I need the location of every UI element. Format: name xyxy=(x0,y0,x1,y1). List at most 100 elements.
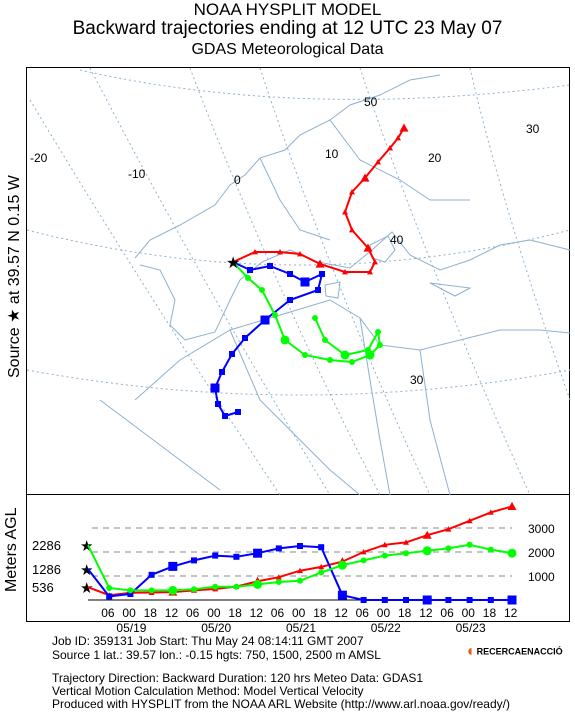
footer-produced-line: Produced with HYSPLIT from the NOAA ARL … xyxy=(52,697,510,711)
x-tick-label: 12 xyxy=(334,606,348,620)
country-border xyxy=(419,349,451,496)
green-altitude-point xyxy=(212,583,219,590)
red-altitude-point xyxy=(360,549,367,555)
blue-altitude-point xyxy=(191,557,197,564)
blue-altitude-point xyxy=(318,544,325,551)
blue-altitude-point xyxy=(106,593,113,600)
date-label: 05/21 xyxy=(286,621,316,635)
blue-map-point xyxy=(247,267,253,273)
longitude-label: -20 xyxy=(30,151,48,165)
country-border xyxy=(259,157,331,241)
x-tick-label: 12 xyxy=(419,606,433,620)
model-title: NOAA HYSPLIT MODEL xyxy=(193,0,382,19)
x-tick-label: 06 xyxy=(356,606,370,620)
green-altitude-point xyxy=(337,560,347,570)
green-altitude-point xyxy=(422,546,432,556)
x-tick-label: 18 xyxy=(144,606,158,620)
green-altitude-point xyxy=(381,552,388,559)
red-altitude-point xyxy=(275,574,282,580)
green-altitude-point xyxy=(507,548,517,558)
longitude-label: 30 xyxy=(526,122,540,136)
green-map-trajectory xyxy=(232,261,382,364)
red-altitude-point xyxy=(487,509,494,515)
date-label: 05/19 xyxy=(116,621,146,635)
red-altitude-point xyxy=(297,567,303,574)
footer-job-line: Job ID: 359131 Job Start: Thu May 24 08:… xyxy=(52,634,364,648)
blue-altitude-point xyxy=(275,545,282,552)
green-altitude-point xyxy=(148,587,155,594)
start-height-label: 1286 xyxy=(32,562,61,577)
y-tick-label: 3000 xyxy=(528,522,555,536)
country-border xyxy=(229,329,361,496)
blue-altitude-point xyxy=(148,571,155,578)
green-map-point xyxy=(377,342,383,348)
latitude-label: 50 xyxy=(364,95,378,109)
coastline xyxy=(99,399,221,491)
blue-altitude-point xyxy=(466,597,473,603)
x-tick-label: 06 xyxy=(186,606,200,620)
red-altitude-point xyxy=(318,563,325,570)
x-tick-label: 18 xyxy=(398,606,412,620)
red-map-point xyxy=(252,249,258,255)
red-map-point xyxy=(342,269,348,275)
green-map-point xyxy=(259,287,265,293)
blue-map-point xyxy=(222,413,228,419)
country-border xyxy=(329,119,470,201)
coastline xyxy=(134,74,441,259)
latitude-label: 30 xyxy=(410,373,424,387)
red-map-point xyxy=(349,189,355,195)
latitude-label: 40 xyxy=(390,233,404,247)
blue-altitude-point xyxy=(422,595,432,605)
x-tick-label: 18 xyxy=(228,606,242,620)
meridian-line xyxy=(259,67,431,496)
longitude-label: 10 xyxy=(325,147,339,161)
start-height-star-icon: ★ xyxy=(80,562,93,579)
x-tick-label: 06 xyxy=(101,606,115,620)
green-map-point xyxy=(280,335,290,345)
green-map-point xyxy=(322,337,328,343)
green-altitude-point xyxy=(168,585,178,595)
green-altitude-point xyxy=(191,586,197,593)
start-height-star-icon: ★ xyxy=(80,580,93,597)
meridian-line xyxy=(29,99,281,496)
logo-text: RECERCAENACCIÓ xyxy=(476,646,563,657)
blue-map-point xyxy=(300,277,310,287)
longitude-label: 20 xyxy=(428,151,442,165)
map-basemap xyxy=(26,67,571,496)
red-map-point xyxy=(363,243,373,252)
blue-altitude-point xyxy=(360,597,367,603)
x-tick-label: 12 xyxy=(165,606,179,620)
blue-map-point xyxy=(287,297,293,303)
x-tick-label: 06 xyxy=(271,606,285,620)
y-tick-label: 1000 xyxy=(528,570,555,584)
blue-altitude-point xyxy=(297,543,303,549)
green-altitude-point xyxy=(466,541,473,548)
blue-altitude-point xyxy=(445,597,452,603)
date-label: 05/22 xyxy=(371,621,401,635)
country-border xyxy=(359,317,391,496)
red-map-point xyxy=(277,249,283,255)
meridian-line xyxy=(469,67,571,401)
red-map-trajectory xyxy=(232,127,405,273)
blue-altitude-point xyxy=(403,597,409,603)
x-tick-label: 00 xyxy=(462,606,476,620)
green-altitude-point xyxy=(487,546,494,553)
blue-altitude-point xyxy=(253,548,263,558)
coastline xyxy=(429,282,472,297)
green-map-point xyxy=(375,329,381,335)
blue-altitude-point xyxy=(233,553,240,560)
green-map-point xyxy=(327,357,333,363)
x-tick-label: 18 xyxy=(483,606,497,620)
parallel-line xyxy=(26,229,571,266)
longitude-label: -10 xyxy=(128,167,146,181)
green-altitude-point xyxy=(360,557,367,564)
x-tick-label: 18 xyxy=(313,606,327,620)
x-tick-label: 12 xyxy=(504,606,518,620)
green-map-point xyxy=(272,312,278,318)
data-source-label: GDAS Meteorological Data xyxy=(191,41,384,58)
green-altitude-point xyxy=(403,550,409,557)
coastline xyxy=(134,299,571,401)
blue-map-point xyxy=(219,369,225,375)
green-map-point xyxy=(312,315,318,321)
